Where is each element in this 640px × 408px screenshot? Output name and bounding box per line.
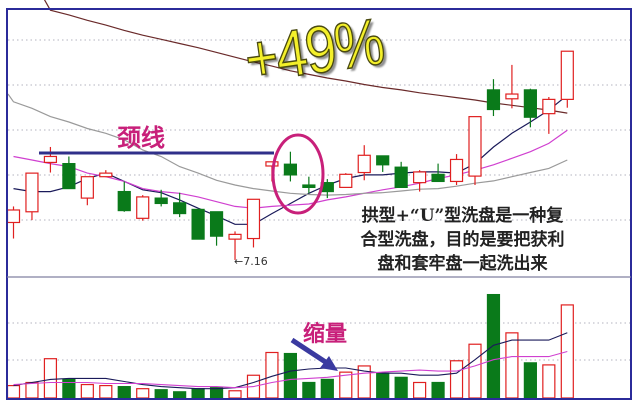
candle-body <box>228 233 242 240</box>
price-ma-line <box>43 0 568 114</box>
candle-body <box>560 50 574 100</box>
volume-bar <box>136 388 150 399</box>
volume-bar <box>542 364 556 399</box>
volume-bar <box>468 343 482 399</box>
volume-bar <box>413 381 427 399</box>
volume-bar <box>228 390 242 399</box>
candle-body <box>283 163 297 176</box>
volume-bar <box>6 384 21 399</box>
candle-body <box>62 163 76 190</box>
volume-bar <box>560 304 574 399</box>
candle-body <box>486 89 501 111</box>
volume-bar <box>302 381 316 399</box>
volume-bar <box>99 384 113 399</box>
description-line: 拱型+“U”型洗盘是一种复 <box>361 206 564 226</box>
volume-bar <box>173 391 187 399</box>
neckline-label: 颈线 <box>117 124 165 152</box>
candle-body <box>99 172 113 178</box>
candle-body <box>117 190 131 212</box>
candle-body <box>25 172 39 213</box>
candle-body <box>246 198 261 240</box>
volume-bar <box>505 332 519 399</box>
candle-body <box>302 184 316 188</box>
volume-bar <box>283 352 297 399</box>
candle-body <box>136 196 150 219</box>
candle-body <box>394 166 408 188</box>
volume-bar <box>25 381 39 399</box>
description-text: 拱型+“U”型洗盘是一种复 合型洗盘，目的是要把获利 盘和套牢盘一起洗出来 <box>330 204 595 276</box>
description-line: 合型洗盘，目的是要把获利 <box>360 230 565 250</box>
low-price-label: ←7.16 <box>234 255 268 268</box>
chart-frame <box>6 8 632 400</box>
candle-body <box>209 211 224 237</box>
candle-body <box>80 176 94 199</box>
candle-body <box>357 154 371 174</box>
volume-bar <box>43 358 58 399</box>
arrow-head-icon <box>320 356 338 371</box>
volume-shrink-label: 缩量 <box>303 322 348 347</box>
volume-bar <box>376 372 390 399</box>
volume-bar <box>431 381 445 399</box>
candle-body <box>43 155 58 164</box>
candle-body <box>173 202 187 215</box>
price-ma-line <box>7 93 568 196</box>
volume-ma-line <box>13 332 568 390</box>
candle-body <box>265 161 279 167</box>
volume-bar <box>117 386 131 399</box>
candle-body <box>6 209 21 224</box>
volume-ma-line <box>13 350 568 389</box>
candle-body <box>449 158 464 183</box>
volume-bar <box>523 362 537 399</box>
volume-bar <box>486 293 501 399</box>
candle-body <box>505 93 519 100</box>
candle-body <box>191 208 205 240</box>
description-line: 盘和套牢盘一起洗出来 <box>377 254 548 274</box>
candle-body <box>339 173 353 188</box>
candle-body <box>431 173 445 183</box>
candle-body <box>468 116 482 177</box>
volume-bar <box>191 388 205 399</box>
volume-bar <box>80 383 94 399</box>
candle-body <box>376 155 390 166</box>
volume-bar <box>320 378 334 399</box>
candle-body <box>154 197 168 205</box>
arrow-shaft <box>290 337 329 366</box>
candle-body <box>413 171 427 184</box>
volume-bar <box>394 376 408 399</box>
highlight-ellipse <box>271 133 325 215</box>
candle-body <box>523 89 537 118</box>
volume-bar <box>449 360 464 399</box>
candle-body <box>542 98 556 115</box>
volume-bar <box>154 389 168 399</box>
